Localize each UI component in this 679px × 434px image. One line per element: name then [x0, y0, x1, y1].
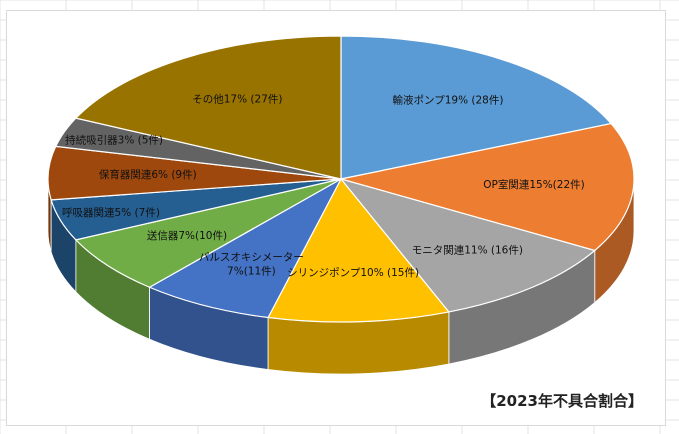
- slice-data-label-10: その他17% (27件): [192, 92, 282, 105]
- slice-data-label-3: モニタ関連11% (16件): [412, 243, 523, 256]
- slice-data-label-1: 輸液ポンプ19% (28件): [393, 93, 504, 106]
- slice-data-label-9: 持続吸引器3% (5件): [65, 133, 163, 146]
- pie-slice-6: [74, 178, 342, 288]
- chart-area[interactable]: 輸液ポンプ19% (28件) OP室関連15%(22件) モニタ関連11% (16件…: [6, 10, 666, 426]
- pie-slice-2: [340, 122, 635, 252]
- slice-data-label-2: OP室関連15%(22件): [483, 178, 585, 191]
- pie-slice-10: [74, 35, 342, 180]
- chart-footer-title: 【2023年不具合割合】: [481, 392, 643, 410]
- pie-chart: 輸液ポンプ19% (28件) OP室関連15%(22件) モニタ関連11% (16件…: [47, 35, 635, 375]
- pie-slice-3: [339, 177, 596, 313]
- pie-slice-1: [340, 35, 613, 180]
- pie-slice-4: [267, 177, 450, 323]
- slice-data-label-4: シリンジポンプ10% (15件): [287, 267, 419, 279]
- slice-data-label-6: 送信器7%(10件): [147, 229, 227, 242]
- slice-data-label-5: パルスオキシメーター 7%(11件): [199, 252, 304, 278]
- pie-slice-5: [148, 177, 343, 319]
- slice-data-label-7: 呼吸器関連5% (7件): [62, 206, 160, 219]
- slice-data-label-8: 保育器関連6% (9件): [99, 168, 197, 181]
